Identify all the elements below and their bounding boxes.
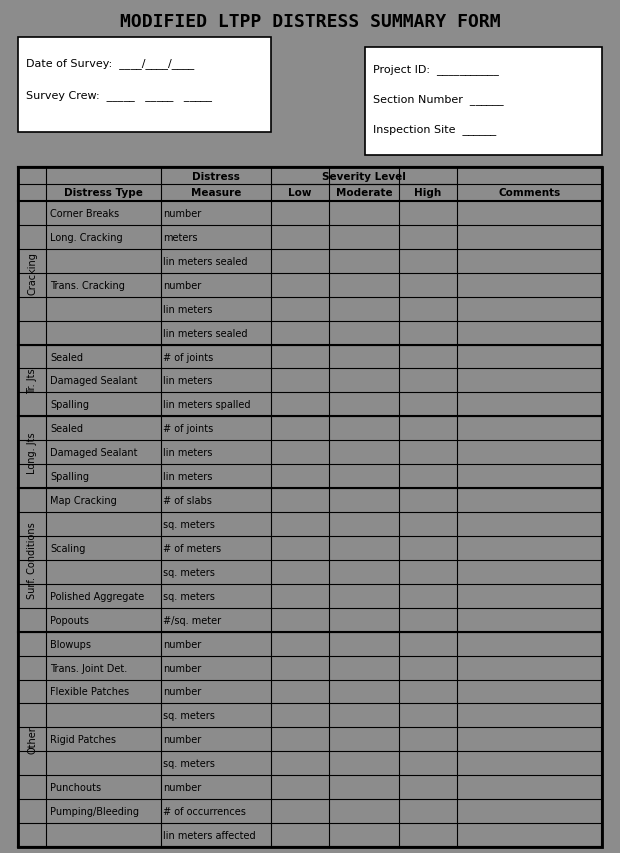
Text: lin meters: lin meters [163, 448, 213, 458]
Text: High: High [414, 189, 441, 198]
Text: number: number [163, 687, 202, 697]
Text: Sealed: Sealed [50, 352, 83, 362]
Text: Other: Other [27, 726, 37, 753]
Text: sq. meters: sq. meters [163, 711, 215, 721]
Text: Scaling: Scaling [50, 543, 86, 554]
Text: Low: Low [288, 189, 312, 198]
Bar [365, 48, 602, 156]
Text: Rigid Patches: Rigid Patches [50, 734, 116, 745]
Text: Distress Type: Distress Type [64, 189, 143, 198]
Text: number: number [163, 734, 202, 745]
Text: lin meters spalled: lin meters spalled [163, 400, 250, 410]
Text: sq. meters: sq. meters [163, 591, 215, 601]
Text: Flexible Patches: Flexible Patches [50, 687, 129, 697]
Text: lin meters affected: lin meters affected [163, 830, 255, 840]
Text: lin meters: lin meters [163, 376, 213, 386]
Text: Map Cracking: Map Cracking [50, 496, 117, 506]
Text: Pumping/Bleeding: Pumping/Bleeding [50, 806, 139, 816]
Text: Damaged Sealant: Damaged Sealant [50, 448, 138, 458]
Text: Moderate: Moderate [335, 189, 392, 198]
Text: Spalling: Spalling [50, 400, 89, 410]
Bar [18, 38, 271, 133]
Text: Cracking: Cracking [27, 252, 37, 295]
Text: Measure: Measure [191, 189, 241, 198]
Text: number: number [163, 209, 202, 218]
Text: sq. meters: sq. meters [163, 519, 215, 530]
Text: Trans. Cracking: Trans. Cracking [50, 281, 125, 290]
Bar [18, 168, 602, 847]
Text: Inspection Site  ______: Inspection Site ______ [373, 125, 496, 136]
Text: Blowups: Blowups [50, 639, 91, 649]
Text: Tr. Jts: Tr. Jts [27, 368, 37, 394]
Text: # of joints: # of joints [163, 352, 213, 362]
Text: Spalling: Spalling [50, 472, 89, 482]
Text: Section Number  ______: Section Number ______ [373, 95, 503, 105]
Text: number: number [163, 663, 202, 673]
Text: # of occurrences: # of occurrences [163, 806, 246, 816]
Text: Long. Jts: Long. Jts [27, 432, 37, 473]
Text: lin meters sealed: lin meters sealed [163, 257, 247, 266]
Text: number: number [163, 639, 202, 649]
Text: Project ID:  ___________: Project ID: ___________ [373, 65, 499, 75]
Text: Distress: Distress [192, 171, 240, 182]
Text: lin meters sealed: lin meters sealed [163, 328, 247, 338]
Text: Corner Breaks: Corner Breaks [50, 209, 119, 218]
Text: Polished Aggregate: Polished Aggregate [50, 591, 144, 601]
Text: Long. Cracking: Long. Cracking [50, 233, 123, 242]
Text: Comments: Comments [498, 189, 560, 198]
Text: number: number [163, 782, 202, 792]
Text: Sealed: Sealed [50, 424, 83, 434]
Text: Surf. Conditions: Surf. Conditions [27, 522, 37, 599]
Text: Survey Crew:  _____   _____   _____: Survey Crew: _____ _____ _____ [26, 90, 212, 102]
Bar [18, 168, 602, 847]
Text: Damaged Sealant: Damaged Sealant [50, 376, 138, 386]
Text: Date of Survey:  ____/____/____: Date of Survey: ____/____/____ [26, 59, 194, 69]
Text: sq. meters: sq. meters [163, 758, 215, 769]
Text: # of slabs: # of slabs [163, 496, 212, 506]
Text: #/sq. meter: #/sq. meter [163, 615, 221, 625]
Text: meters: meters [163, 233, 198, 242]
Text: Severity Level: Severity Level [322, 171, 406, 182]
Text: Trans. Joint Det.: Trans. Joint Det. [50, 663, 127, 673]
Text: # of joints: # of joints [163, 424, 213, 434]
Text: Popouts: Popouts [50, 615, 89, 625]
Text: sq. meters: sq. meters [163, 567, 215, 577]
Text: number: number [163, 281, 202, 290]
Text: lin meters: lin meters [163, 305, 213, 314]
Text: Punchouts: Punchouts [50, 782, 101, 792]
Text: MODIFIED LTPP DISTRESS SUMMARY FORM: MODIFIED LTPP DISTRESS SUMMARY FORM [120, 13, 500, 31]
Text: lin meters: lin meters [163, 472, 213, 482]
Text: # of meters: # of meters [163, 543, 221, 554]
